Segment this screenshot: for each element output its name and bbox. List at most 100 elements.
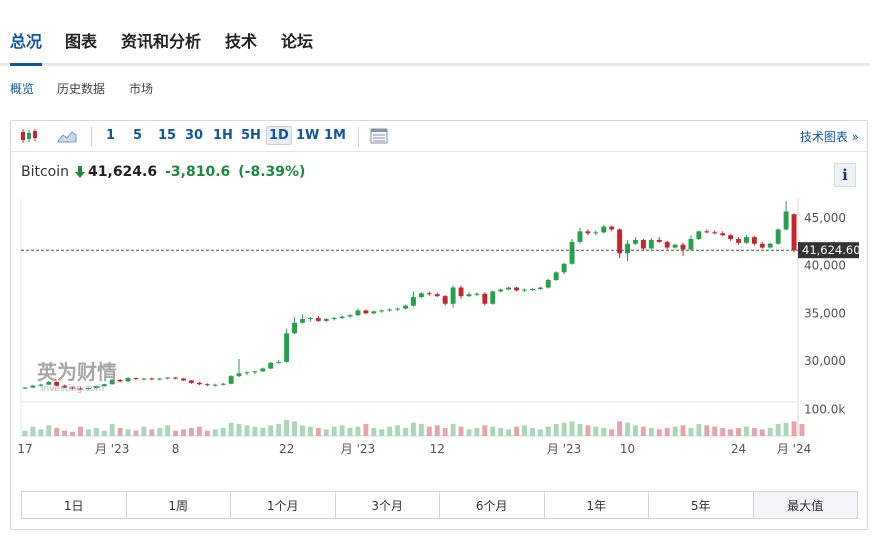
range-6m[interactable]: 6个月 xyxy=(440,492,545,518)
volume-bar xyxy=(268,425,274,436)
volume-bar xyxy=(553,424,559,436)
price-tick-label: 35,000 xyxy=(804,306,846,320)
volume-bar xyxy=(783,422,789,436)
range-1m[interactable]: 1个月 xyxy=(231,492,336,518)
volume-bar xyxy=(411,422,416,436)
candle-body xyxy=(712,232,718,234)
candle-body xyxy=(189,380,194,383)
range-1y[interactable]: 1年 xyxy=(545,492,649,518)
candle-body xyxy=(426,293,432,295)
candle-body xyxy=(625,243,630,254)
candle-body xyxy=(617,229,623,254)
volume-bar xyxy=(775,424,781,436)
tab-news-analysis[interactable]: 资讯和分析 xyxy=(121,32,202,51)
volume-bar xyxy=(54,428,60,436)
candle-body xyxy=(141,378,147,380)
volume-bar xyxy=(514,426,519,436)
volume-bar xyxy=(720,428,726,436)
candle-body xyxy=(418,293,424,298)
subtab-market[interactable]: 市场 xyxy=(129,82,154,96)
candle-body xyxy=(569,241,575,264)
candle-body xyxy=(276,361,282,363)
volume-bar xyxy=(133,430,139,436)
volume-bar xyxy=(38,429,44,436)
period-1m[interactable]: 1M xyxy=(324,128,346,143)
quote-summary: Bitcoin 41,624.6 -3,810.6 (-8.39%) xyxy=(21,164,305,180)
period-5h[interactable]: 5H xyxy=(241,128,261,143)
candle-body xyxy=(101,384,107,387)
volume-bar xyxy=(680,425,686,436)
volume-bar xyxy=(141,426,147,436)
volume-bar xyxy=(728,429,734,436)
main-tab-bar: 总况 图表 资讯和分析 技术 论坛 xyxy=(0,0,870,66)
tab-chart[interactable]: 图表 xyxy=(65,32,98,51)
candle-body xyxy=(458,287,464,297)
candle-body xyxy=(212,384,218,386)
volume-bar xyxy=(537,429,543,436)
volume-bar xyxy=(442,428,448,436)
volume-bar xyxy=(736,428,741,436)
volume-bar xyxy=(585,425,591,436)
candle-body xyxy=(395,308,401,310)
info-button[interactable]: i xyxy=(834,163,856,187)
range-1w[interactable]: 1周 xyxy=(127,492,231,518)
volume-bar xyxy=(633,425,638,436)
tab-overview[interactable]: 总况 xyxy=(10,32,43,51)
volume-bar xyxy=(212,429,218,436)
table-view-icon[interactable] xyxy=(367,125,391,147)
area-chart-icon[interactable] xyxy=(55,125,79,147)
candle-body xyxy=(149,378,155,380)
volume-bar xyxy=(474,428,480,436)
period-30min[interactable]: 30 xyxy=(185,128,204,143)
tab-forum[interactable]: 论坛 xyxy=(281,32,314,51)
candlestick-icon[interactable] xyxy=(17,125,41,147)
volume-bar xyxy=(363,424,369,436)
candle-body xyxy=(783,211,789,230)
range-max[interactable]: 最大值 xyxy=(753,492,857,518)
candle-body xyxy=(93,386,99,389)
period-1h[interactable]: 1H xyxy=(213,128,233,143)
subtab-overview[interactable]: 概览 xyxy=(10,82,35,96)
period-1d[interactable]: 1D xyxy=(266,126,292,145)
candle-body xyxy=(656,239,662,242)
volume-bar xyxy=(498,428,504,436)
period-1w[interactable]: 1W xyxy=(296,128,320,143)
volume-bar xyxy=(418,424,424,436)
candle-body xyxy=(672,244,678,248)
candle-body xyxy=(85,388,91,390)
volume-bar xyxy=(609,429,615,436)
candle-body xyxy=(704,231,710,233)
price-chart[interactable]: 45,000 40,000 35,000 30,000 100.0k 41,624.60 1… xyxy=(11,121,867,491)
period-5min[interactable]: 5 xyxy=(133,128,143,143)
candle-body xyxy=(228,376,234,384)
volume-bar xyxy=(664,428,670,436)
technical-chart-link[interactable]: 技术图表 » xyxy=(799,130,859,144)
volume-bar xyxy=(767,428,773,436)
subtab-historical-data[interactable]: 历史数据 xyxy=(57,82,106,96)
volume-bar xyxy=(466,429,472,436)
candle-body xyxy=(506,287,512,290)
volume-bar xyxy=(70,432,75,436)
volume-bar xyxy=(276,424,282,436)
watermark-subtext: investing.com xyxy=(41,384,104,394)
period-15min[interactable]: 15 xyxy=(158,128,177,143)
volume-bar xyxy=(165,425,171,436)
volume-bar xyxy=(30,426,36,436)
range-1d[interactable]: 1日 xyxy=(22,492,127,518)
candle-body xyxy=(736,239,741,243)
time-tick-label: 22 xyxy=(279,442,294,456)
candle-body xyxy=(157,378,163,380)
candle-body xyxy=(117,379,123,382)
tab-technical[interactable]: 技术 xyxy=(225,32,258,51)
period-1min[interactable]: 1 xyxy=(106,128,116,143)
candle-body xyxy=(78,388,83,390)
volume-bar xyxy=(617,421,623,436)
range-3m[interactable]: 3个月 xyxy=(336,492,440,518)
candle-body xyxy=(387,309,393,311)
volume-bar xyxy=(228,422,234,436)
time-tick-label: 10 xyxy=(620,442,635,456)
volume-bar xyxy=(46,425,52,436)
candle-body xyxy=(347,315,353,317)
range-5y[interactable]: 5年 xyxy=(649,492,754,518)
price-tick-label: 45,000 xyxy=(804,211,846,225)
